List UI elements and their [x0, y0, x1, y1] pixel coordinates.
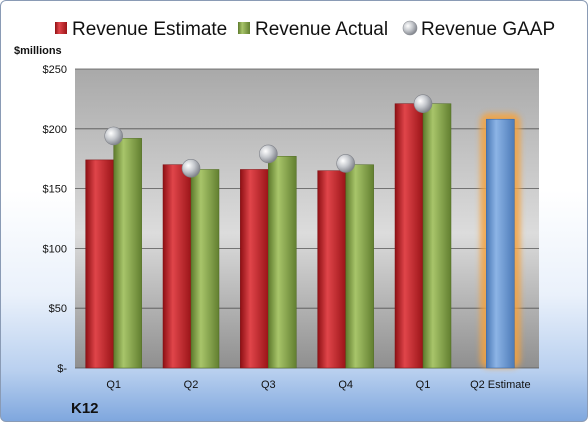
y-tick-label: $- — [57, 363, 67, 375]
legend-label-revenue-actual: Revenue Actual — [255, 19, 388, 40]
company-name: K12 — [71, 400, 99, 417]
legend-label-revenue-gaap: Revenue GAAP — [421, 19, 555, 40]
marker-revenue-gaap — [413, 94, 433, 113]
bar-revenue-actual — [268, 156, 297, 369]
bar-revenue-estimate — [317, 170, 346, 369]
marker-revenue-gaap — [336, 154, 355, 173]
y-tick-label: $50 — [49, 303, 67, 315]
y-axis-unit-label: $millions — [14, 45, 62, 57]
legend-swatch-revenue-estimate — [55, 22, 67, 34]
x-tick-label: Q3 — [261, 379, 276, 391]
bar-revenue-estimate — [85, 159, 114, 369]
bar-revenue-estimate — [162, 164, 192, 369]
plot-background — [75, 69, 539, 368]
legend: Revenue Estimate Revenue Actual Revenue … — [55, 19, 555, 40]
x-tick-label: Q2 — [184, 379, 199, 391]
gaap-markers — [104, 94, 433, 178]
bar-revenue-actual — [113, 138, 142, 369]
bar-revenue-actual — [345, 164, 374, 369]
legend-swatch-revenue-actual — [238, 22, 250, 34]
marker-revenue-gaap — [259, 144, 278, 164]
y-tick-label: $100 — [43, 243, 67, 255]
x-tick-label: Q4 — [338, 379, 353, 391]
bar-revenue-estimate-projected — [486, 118, 515, 369]
legend-marker-revenue-gaap — [402, 20, 418, 36]
y-axis: $- $50 $100 $150 $200 $250 — [43, 64, 68, 375]
marker-revenue-gaap — [181, 158, 201, 178]
y-tick-label: $150 — [43, 184, 67, 196]
x-axis: Q1 Q2 Q3 Q4 Q1 Q2 Estimate — [106, 379, 530, 391]
bar-revenue-estimate — [394, 103, 424, 369]
bar-revenue-estimate — [240, 169, 269, 369]
bar-revenue-actual — [422, 103, 452, 369]
x-tick-label: Q1 — [106, 379, 121, 391]
bars — [85, 103, 521, 369]
y-tick-label: $200 — [43, 124, 67, 136]
legend-label-revenue-estimate: Revenue Estimate — [72, 19, 227, 40]
y-tick-label: $250 — [43, 64, 67, 76]
x-tick-label: Q1 — [416, 379, 431, 391]
x-tick-label: Q2 Estimate — [470, 379, 531, 391]
bar-revenue-actual — [190, 169, 220, 369]
gridlines — [75, 68, 539, 369]
marker-revenue-gaap — [104, 126, 123, 146]
